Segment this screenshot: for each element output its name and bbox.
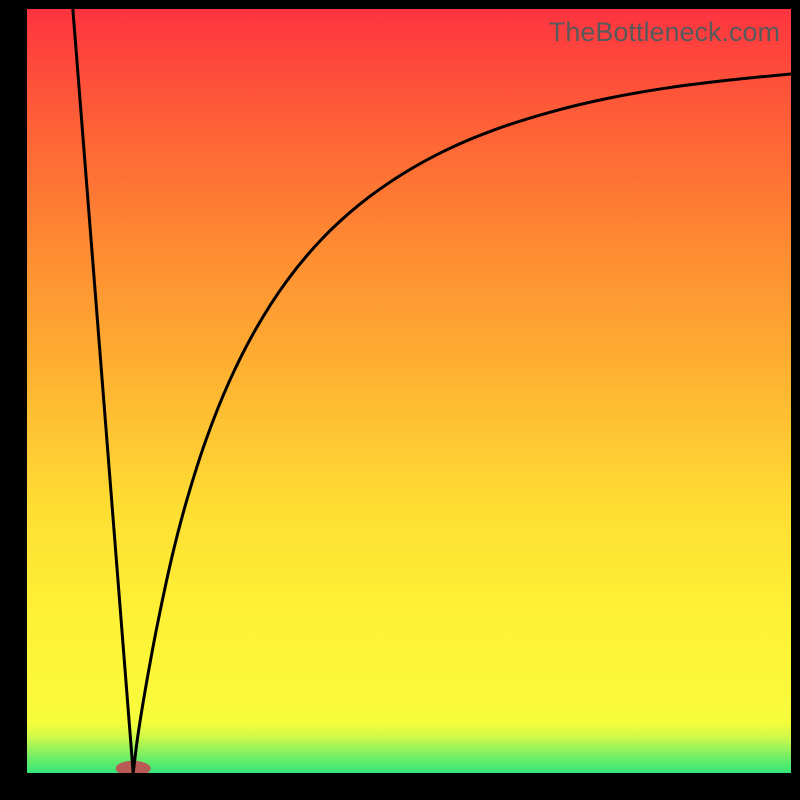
- curve-layer: [27, 9, 791, 773]
- bottleneck-curve: [73, 9, 791, 773]
- plot-area: TheBottleneck.com: [27, 9, 791, 773]
- chart-container: { "meta": { "width": 800, "height": 800,…: [0, 0, 800, 800]
- watermark-text: TheBottleneck.com: [549, 17, 780, 48]
